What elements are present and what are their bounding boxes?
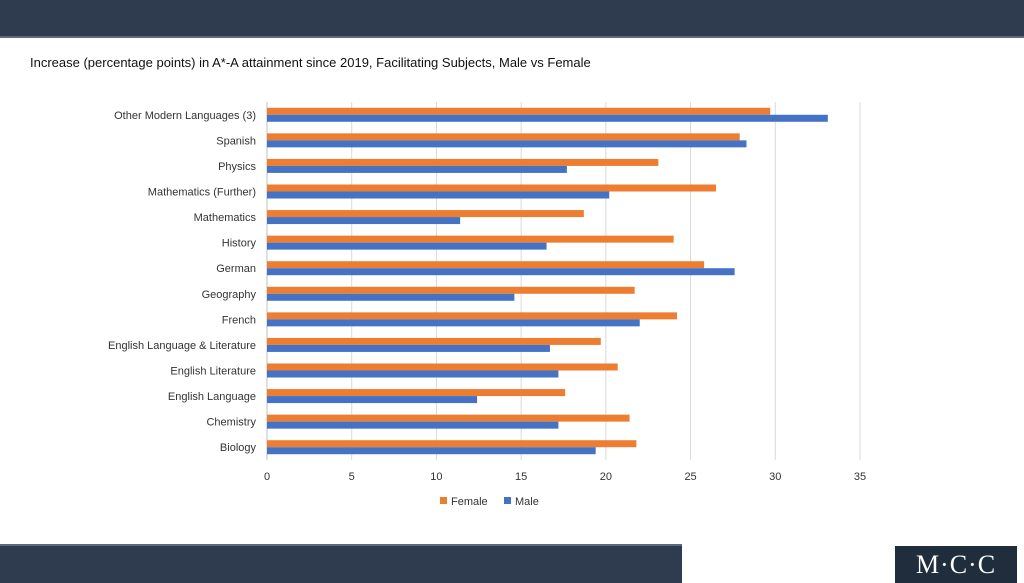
- bar-female: [267, 286, 635, 294]
- bar-male: [267, 370, 559, 378]
- bar-male: [267, 165, 567, 173]
- category-label: Other Modern Languages (3): [114, 110, 256, 122]
- category-label: Geography: [202, 289, 257, 301]
- category-label: Mathematics: [194, 212, 257, 224]
- bar-male: [267, 191, 610, 199]
- bar-female: [267, 158, 659, 166]
- legend-label-female: Female: [451, 496, 488, 508]
- bar-female: [267, 235, 674, 243]
- category-label: German: [216, 263, 256, 275]
- bottom-banner: [0, 546, 682, 583]
- category-label: English Language & Literature: [108, 340, 256, 352]
- bar-female: [267, 184, 716, 192]
- bar-female: [267, 389, 566, 397]
- x-tick-label: 30: [769, 471, 781, 483]
- bar-male: [267, 344, 550, 352]
- bar-male: [267, 396, 478, 404]
- x-tick-label: 0: [264, 471, 270, 483]
- x-tick-label: 10: [430, 471, 442, 483]
- bar-male: [267, 242, 547, 250]
- category-label: English Literature: [170, 366, 256, 378]
- category-label: Physics: [218, 161, 256, 173]
- bar-female: [267, 414, 630, 422]
- bottom-banner-divider: [0, 544, 682, 546]
- bar-male: [267, 114, 828, 122]
- bar-female: [267, 440, 637, 448]
- bar-female: [267, 363, 618, 371]
- x-tick-label: 25: [684, 471, 696, 483]
- chart-title: Increase (percentage points) in A*-A att…: [30, 55, 591, 70]
- bar-female: [267, 261, 705, 269]
- category-label: Biology: [220, 442, 257, 454]
- bar-male: [267, 293, 515, 301]
- top-banner: [0, 0, 1024, 36]
- bar-male: [267, 217, 461, 225]
- category-label: Mathematics (Further): [148, 187, 256, 199]
- bar-female: [267, 210, 584, 218]
- legend-swatch-male: [504, 497, 511, 504]
- bar-male: [267, 268, 735, 276]
- x-tick-label: 35: [854, 471, 866, 483]
- category-label: French: [222, 314, 256, 326]
- bar-male: [267, 319, 640, 327]
- bar-male: [267, 140, 747, 148]
- top-banner-divider: [0, 36, 1024, 38]
- bar-female: [267, 312, 678, 320]
- bar-female: [267, 337, 601, 345]
- mcc-logo: M·C·C: [895, 546, 1017, 583]
- legend-swatch-female: [440, 497, 447, 504]
- bar-female: [267, 133, 740, 141]
- legend-label-male: Male: [515, 496, 539, 508]
- bar-male: [267, 421, 559, 429]
- category-label: History: [222, 238, 257, 250]
- category-label: English Language: [168, 391, 256, 403]
- category-label: Spanish: [216, 135, 256, 147]
- bar-male: [267, 447, 596, 455]
- bar-female: [267, 107, 771, 115]
- category-label: Chemistry: [206, 417, 256, 429]
- x-tick-label: 5: [349, 471, 355, 483]
- x-tick-label: 20: [600, 471, 612, 483]
- x-tick-label: 15: [515, 471, 527, 483]
